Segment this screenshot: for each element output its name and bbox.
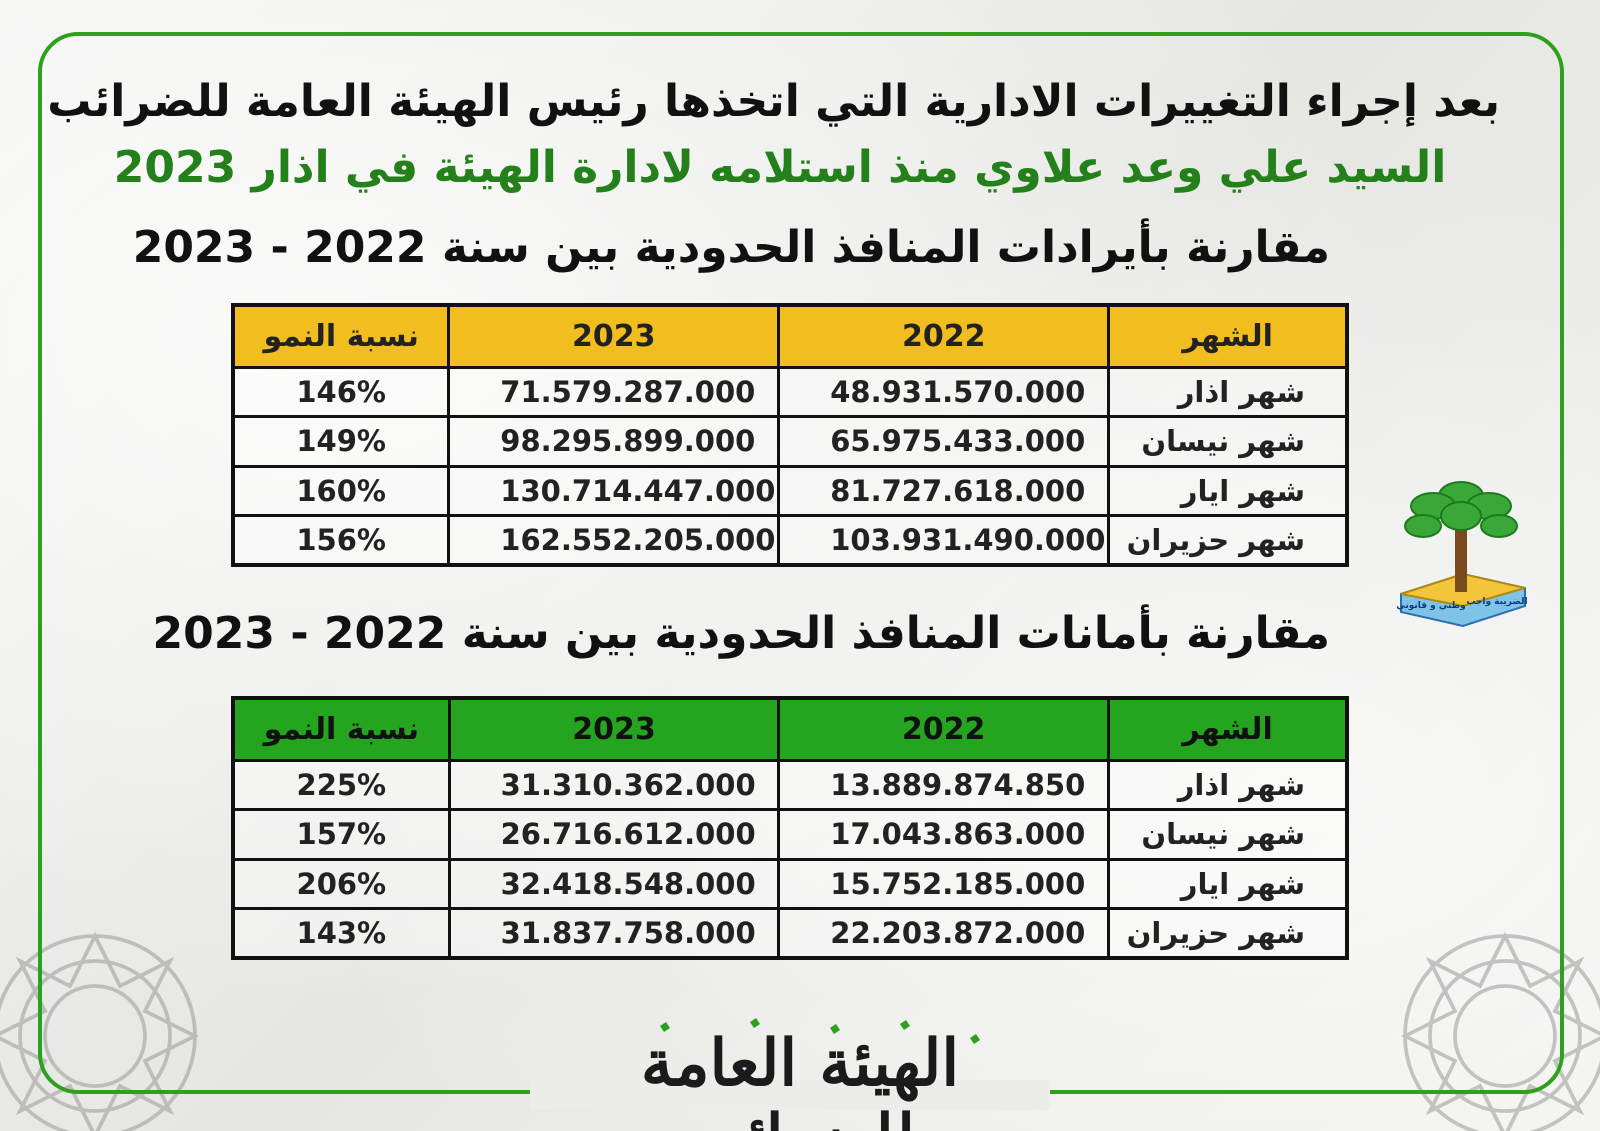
column-header-2023: 2023 xyxy=(447,303,781,369)
value-2023-cell: 98.295.899.000 xyxy=(447,415,781,468)
value-2022-cell: 13.889.874.850 xyxy=(777,758,1110,811)
growth-cell: 157% xyxy=(231,808,451,861)
growth-cell: 206% xyxy=(231,857,451,910)
revenues-table: الشهر 2022 2023 نسبة النمو شهر اذار 48.9… xyxy=(231,303,1349,567)
deposits-title: مقارنة بأمانات المنافذ الحدودية بين سنة … xyxy=(152,608,1330,659)
growth-cell: 160% xyxy=(231,464,451,517)
calligraphy-accents xyxy=(660,1018,980,1044)
table-row: شهر حزيران 103.931.490.000 162.552.205.0… xyxy=(231,514,1349,567)
column-header-2023: 2023 xyxy=(447,696,781,762)
value-2022-cell: 15.752.185.000 xyxy=(777,857,1110,910)
value-2023-cell: 26.716.612.000 xyxy=(447,808,781,861)
table-row: شهر حزيران 22.203.872.000 31.837.758.000… xyxy=(231,907,1349,960)
month-cell: شهر اذار xyxy=(1107,365,1349,418)
table-row: شهر ايار 81.727.618.000 130.714.447.000 … xyxy=(231,464,1349,517)
growth-cell: 225% xyxy=(231,758,451,811)
month-cell: شهر ايار xyxy=(1106,857,1349,910)
column-header-growth: نسبة النمو xyxy=(231,696,451,762)
value-2022-cell: 65.975.433.000 xyxy=(777,415,1111,468)
calligraphy-logo-icon: الهيئة العامة للضرائب xyxy=(570,1008,1030,1131)
headline-line-2: السيد علي وعد علاوي منذ استلامه لادارة ا… xyxy=(113,142,1447,193)
value-2023-cell: 162.552.205.000 xyxy=(447,514,781,567)
growth-cell: 156% xyxy=(231,514,451,567)
column-header-growth: نسبة النمو xyxy=(231,303,451,369)
value-2022-cell: 17.043.863.000 xyxy=(777,808,1110,861)
table-row: شهر ايار 15.752.185.000 32.418.548.000 2… xyxy=(231,857,1349,910)
deposits-table: الشهر 2022 2023 نسبة النمو شهر اذار 13.8… xyxy=(231,696,1349,960)
month-cell: شهر حزيران xyxy=(1107,514,1349,567)
column-header-month: الشهر xyxy=(1107,303,1349,369)
value-2023-cell: 71.579.287.000 xyxy=(447,365,781,418)
value-2022-cell: 48.931.570.000 xyxy=(777,365,1111,418)
ribbon-text-left: وطني و قانوني xyxy=(1396,601,1466,611)
value-2023-cell: 130.714.447.000 xyxy=(447,464,781,517)
headline-line-1: بعد إجراء التغييرات الادارية التي اتخذها… xyxy=(47,76,1500,127)
value-2022-cell: 22.203.872.000 xyxy=(777,907,1110,960)
value-2022-cell: 81.727.618.000 xyxy=(777,464,1111,517)
column-header-2022: 2022 xyxy=(777,696,1110,762)
column-header-month: الشهر xyxy=(1106,696,1349,762)
frame-gap xyxy=(530,1080,1050,1110)
calligraphy-text: الهيئة العامة للضرائب xyxy=(640,1026,961,1131)
table-header-row: الشهر 2022 2023 نسبة النمو xyxy=(231,303,1349,369)
month-cell: شهر حزيران xyxy=(1106,907,1349,960)
palm-tree-emblem-icon: الضريبة واجب وطني و قانوني xyxy=(1396,481,1528,628)
month-cell: شهر اذار xyxy=(1106,758,1349,811)
value-2023-cell: 32.418.548.000 xyxy=(447,857,781,910)
revenues-title: مقارنة بأيرادات المنافذ الحدودية بين سنة… xyxy=(132,222,1330,273)
growth-cell: 149% xyxy=(231,415,451,468)
ribbon-text-right: الضريبة واجب xyxy=(1466,597,1527,607)
table-row: شهر اذار 13.889.874.850 31.310.362.000 2… xyxy=(231,758,1349,811)
table-row: شهر اذار 48.931.570.000 71.579.287.000 1… xyxy=(231,365,1349,418)
table-row: شهر نيسان 17.043.863.000 26.716.612.000 … xyxy=(231,808,1349,861)
growth-cell: 143% xyxy=(231,907,451,960)
value-2023-cell: 31.310.362.000 xyxy=(447,758,781,811)
islamic-ornament-left-icon xyxy=(0,931,200,1131)
table-row: شهر نيسان 65.975.433.000 98.295.899.000 … xyxy=(231,415,1349,468)
value-2022-cell: 103.931.490.000 xyxy=(777,514,1111,567)
table-header-row: الشهر 2022 2023 نسبة النمو xyxy=(231,696,1349,762)
value-2023-cell: 31.837.758.000 xyxy=(447,907,781,960)
month-cell: شهر نيسان xyxy=(1106,808,1349,861)
column-header-2022: 2022 xyxy=(777,303,1111,369)
month-cell: شهر نيسان xyxy=(1107,415,1349,468)
month-cell: شهر ايار xyxy=(1107,464,1349,517)
growth-cell: 146% xyxy=(231,365,451,418)
